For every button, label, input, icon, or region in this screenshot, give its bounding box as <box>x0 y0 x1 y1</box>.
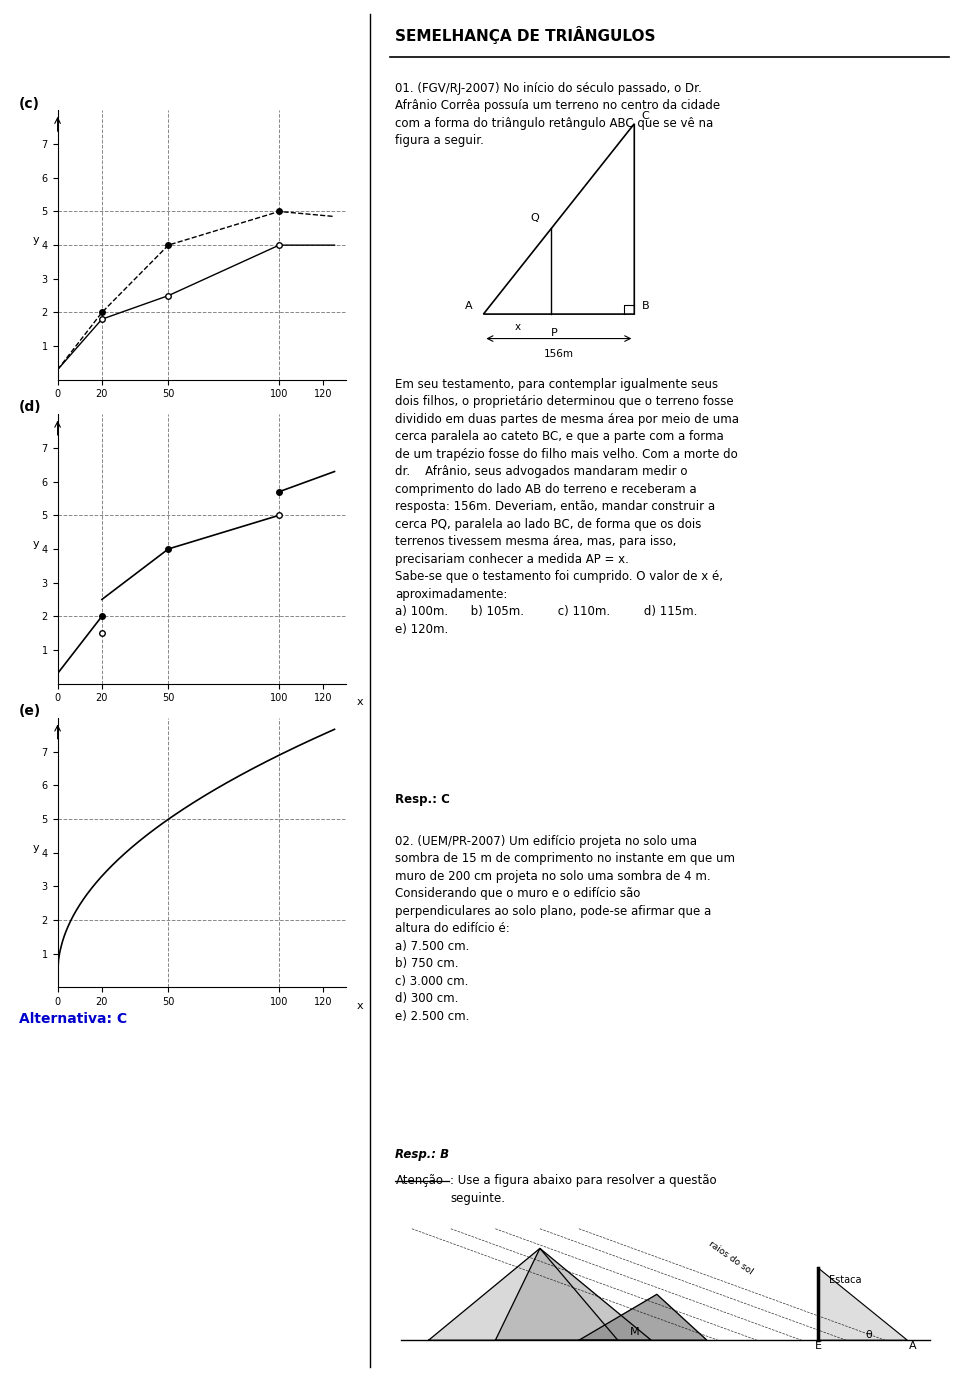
Text: C: C <box>642 110 650 122</box>
Y-axis label: y: y <box>33 842 39 853</box>
Polygon shape <box>579 1294 707 1340</box>
Text: B: B <box>642 301 650 311</box>
Text: raios do sol: raios do sol <box>707 1240 755 1277</box>
Text: SEMELHANÇA DE TRIÂNGULOS: SEMELHANÇA DE TRIÂNGULOS <box>396 26 656 44</box>
Text: (d): (d) <box>19 400 42 414</box>
X-axis label: x: x <box>357 697 363 707</box>
Text: M: M <box>630 1327 639 1337</box>
Text: (c): (c) <box>19 97 40 110</box>
Text: 156m: 156m <box>544 349 574 359</box>
Polygon shape <box>428 1248 618 1340</box>
Text: A: A <box>909 1341 917 1351</box>
Text: Resp.: B: Resp.: B <box>396 1148 449 1161</box>
Text: (e): (e) <box>19 704 41 718</box>
Text: θ: θ <box>865 1330 872 1341</box>
Polygon shape <box>818 1268 907 1340</box>
Text: Q: Q <box>531 213 540 222</box>
Polygon shape <box>495 1248 651 1340</box>
Text: Em seu testamento, para contemplar igualmente seus
dois filhos, o proprietário d: Em seu testamento, para contemplar igual… <box>396 378 739 637</box>
Y-axis label: y: y <box>33 539 39 550</box>
Text: Resp.: C: Resp.: C <box>396 793 450 807</box>
Y-axis label: y: y <box>33 235 39 246</box>
Text: : Use a figura abaixo para resolver a questão
seguinte.: : Use a figura abaixo para resolver a qu… <box>450 1174 717 1204</box>
Text: E: E <box>815 1341 822 1351</box>
Text: x: x <box>515 322 520 333</box>
Text: Alternativa: C: Alternativa: C <box>19 1012 128 1026</box>
Text: Estaca: Estaca <box>829 1275 862 1284</box>
Text: Atenção: Atenção <box>396 1174 444 1188</box>
Text: 02. (UEM/PR-2007) Um edifício projeta no solo uma
sombra de 15 m de comprimento : 02. (UEM/PR-2007) Um edifício projeta no… <box>396 834 735 1023</box>
X-axis label: x: x <box>357 1001 363 1011</box>
Text: P: P <box>551 327 558 338</box>
Text: A: A <box>466 301 473 311</box>
Text: 01. (FGV/RJ-2007) No início do século passado, o Dr.
Afrânio Corrêa possuía um t: 01. (FGV/RJ-2007) No início do século pa… <box>396 81 721 148</box>
